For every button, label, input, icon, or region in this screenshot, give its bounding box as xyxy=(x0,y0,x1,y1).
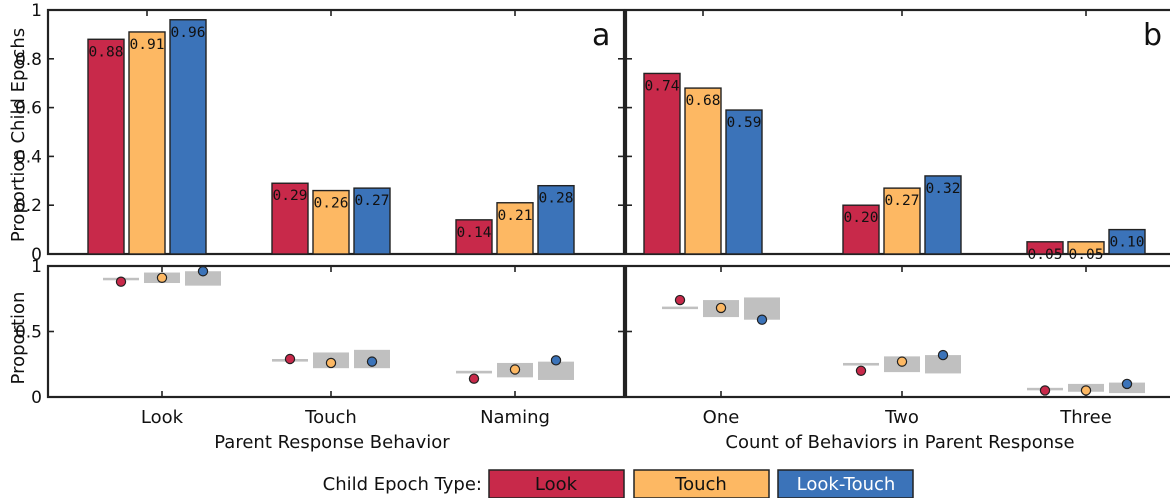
range-box xyxy=(456,370,492,374)
legend-label-look: Look xyxy=(535,474,578,495)
legend-swatch-look xyxy=(488,469,625,498)
bar-value-label: 0.59 xyxy=(727,115,762,131)
y-tick-label: 0.6 xyxy=(15,99,42,119)
panel-b-bottom: One Two Three xyxy=(624,264,1170,428)
legend-label-touch: Touch xyxy=(674,474,727,495)
data-point xyxy=(284,353,296,365)
panel-a-bottom: 0 0.5 1 Look Touch Naming xyxy=(15,257,626,428)
bar-value-label: 0.29 xyxy=(273,188,308,204)
bar-value-label: 0.05 xyxy=(1028,247,1063,263)
bar xyxy=(684,87,722,255)
bar-value-label: 0.96 xyxy=(171,25,206,41)
bar xyxy=(537,184,575,255)
bar xyxy=(271,182,309,255)
bar xyxy=(883,187,921,255)
panels: 0 0.2 0.4 0.6 0.8 1 0.88 0.29 0.14 0.91 0.26 0.21 0.… xyxy=(15,1,1170,428)
x-tick-label: One xyxy=(703,407,740,428)
data-point xyxy=(937,349,949,361)
data-point xyxy=(115,276,127,287)
x-tick-label: Touch xyxy=(304,407,357,428)
data-point xyxy=(674,294,686,306)
bar-value-label: 0.26 xyxy=(314,196,349,212)
legend-swatch-touch xyxy=(633,469,770,498)
data-point xyxy=(896,356,908,367)
bar-value-label: 0.14 xyxy=(457,225,492,241)
bar xyxy=(312,189,350,255)
bar xyxy=(1026,241,1064,255)
panel-b: 0.74 0.20 0.05 0.68 0.27 0.05 0.59 0.32 0.10 xyxy=(624,8,1170,263)
data-point xyxy=(1039,385,1051,396)
bar xyxy=(1067,241,1105,255)
bar-value-label: 0.74 xyxy=(645,78,680,94)
range-box xyxy=(744,297,780,320)
bar xyxy=(924,175,962,255)
bar-value-label: 0.27 xyxy=(885,193,920,209)
panel-a: 0 0.2 0.4 0.6 0.8 1 0.88 0.29 0.14 0.91 0.26 0.21 0.… xyxy=(15,1,626,265)
x-tick-label: Naming xyxy=(480,407,550,428)
data-point xyxy=(1080,385,1092,396)
x-tick-label: Two xyxy=(884,407,919,428)
bar xyxy=(353,187,391,255)
data-point xyxy=(756,314,768,325)
y-tick-label: 0.8 xyxy=(15,50,42,70)
bar-value-label: 0.68 xyxy=(686,93,721,109)
data-point xyxy=(1121,378,1133,390)
range-box xyxy=(662,306,698,310)
legend-swatch-look-touch xyxy=(777,469,914,498)
bar xyxy=(842,204,880,255)
data-point xyxy=(509,364,521,375)
y-tick-label: 1 xyxy=(31,1,42,21)
y-tick-label: 0.5 xyxy=(15,323,42,343)
range-box xyxy=(843,362,879,366)
x-tick-label: Three xyxy=(1059,407,1112,428)
panel-frame xyxy=(624,264,1170,399)
panel-b-letter: b xyxy=(1143,18,1162,53)
data-point xyxy=(156,272,168,283)
range-box xyxy=(185,271,221,286)
y-tick-label: 0.4 xyxy=(15,147,42,167)
bar xyxy=(128,31,166,255)
x-axis-label-a: Parent Response Behavior xyxy=(214,432,450,453)
x-tick-label: Look xyxy=(141,407,184,428)
bar-value-label: 0.88 xyxy=(89,44,124,60)
legend-title: Child Epoch Type: xyxy=(323,474,482,495)
bar-value-label: 0.10 xyxy=(1110,235,1145,251)
legend-label-look-touch: Look-Touch xyxy=(797,474,896,495)
bar-value-label: 0.27 xyxy=(355,193,390,209)
data-point xyxy=(197,266,209,277)
y-tick-label: 0 xyxy=(31,388,42,408)
bar-value-label: 0.21 xyxy=(498,208,533,224)
panel-frame xyxy=(46,264,626,399)
bar xyxy=(496,202,534,255)
bar xyxy=(87,38,125,255)
bar xyxy=(725,109,763,255)
data-point xyxy=(325,357,337,369)
y-tick-label: 0 xyxy=(31,245,42,265)
data-point xyxy=(468,373,480,384)
range-box xyxy=(538,361,574,380)
bar xyxy=(643,72,681,255)
data-point xyxy=(715,302,727,314)
bar-value-label: 0.32 xyxy=(926,181,961,197)
legend: Child Epoch Type: Look Touch Look-Touch xyxy=(323,469,914,498)
y-axis-label-top: Proportion Child Epochs xyxy=(8,28,29,242)
bar-value-label: 0.28 xyxy=(539,191,574,207)
bar xyxy=(455,219,493,255)
bar-value-label: 0.20 xyxy=(844,210,879,226)
bar xyxy=(1108,228,1146,255)
data-point xyxy=(366,356,378,367)
y-tick-label: 1 xyxy=(31,257,42,277)
data-point xyxy=(550,355,562,366)
bar-value-label: 0.91 xyxy=(130,37,165,53)
bar xyxy=(169,19,207,255)
y-axis-label-bottom: Proportion xyxy=(8,292,29,385)
data-point xyxy=(855,365,867,376)
range-box xyxy=(925,355,961,374)
y-tick-label: 0.2 xyxy=(15,196,42,216)
x-axis-label-b: Count of Behaviors in Parent Response xyxy=(725,432,1074,453)
bar-value-label: 0.05 xyxy=(1069,247,1104,263)
panel-a-letter: a xyxy=(592,18,610,53)
